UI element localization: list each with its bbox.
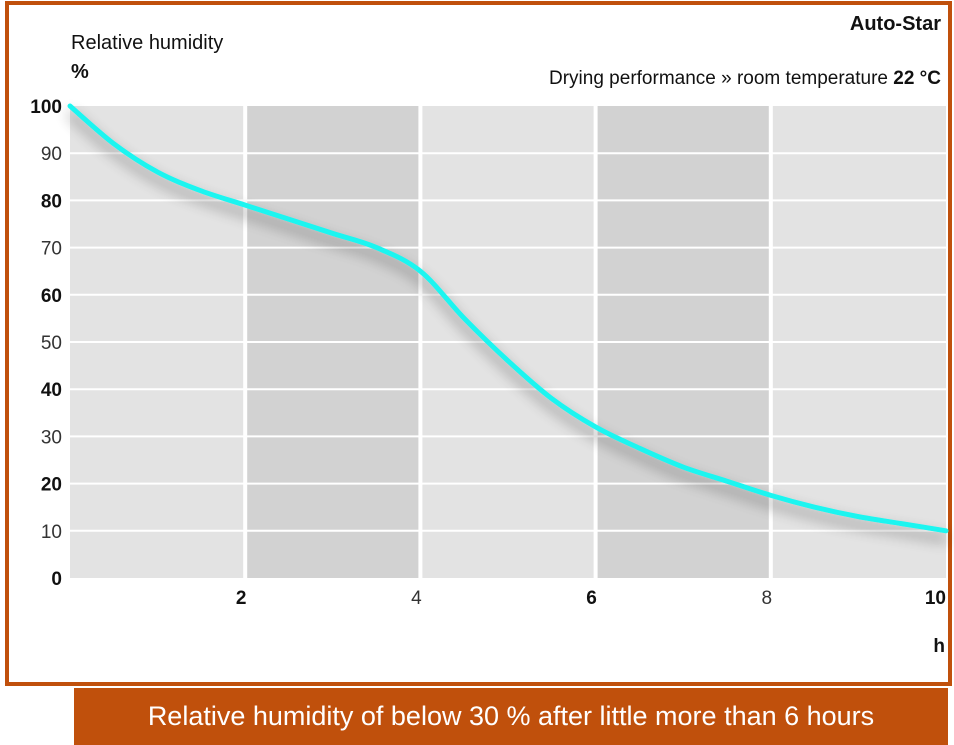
caption-text: Relative humidity of below 30 % after li… — [147, 701, 875, 731]
subtitle-value: 22 °C — [893, 68, 941, 89]
y-axis-unit: % — [71, 61, 89, 83]
y-tick-label: 30 — [41, 427, 62, 448]
y-tick-label: 20 — [41, 475, 62, 496]
x-tick-label: 6 — [586, 588, 597, 609]
y-tick-label: 40 — [41, 380, 62, 401]
subtitle-text: Drying performance » room temperature — [549, 68, 893, 89]
x-tick-label: 8 — [762, 588, 773, 609]
y-tick-label: 90 — [41, 144, 62, 165]
humidity-curve — [67, 103, 949, 534]
x-tick-labels: 2 4 6 8 10 — [236, 588, 946, 609]
x-tick-label: 2 — [236, 588, 247, 609]
y-tick-label: 50 — [41, 333, 62, 354]
y-tick-label: 100 — [30, 97, 62, 118]
y-tick-label: 10 — [41, 522, 62, 543]
x-tick-label: 4 — [411, 588, 422, 609]
brand-label: Auto-Star — [850, 13, 941, 35]
curve-layer — [67, 103, 949, 534]
chart-subtitle: Drying performance » room temperature 22… — [549, 68, 941, 89]
y-tick-label: 60 — [41, 286, 62, 307]
y-tick-label: 70 — [41, 239, 62, 260]
frame-border — [5, 1, 952, 686]
grid-lines — [70, 106, 946, 578]
y-axis-label: Relative humidity — [71, 32, 223, 54]
caption-bar: Relative humidity of below 30 % after li… — [74, 688, 948, 745]
x-tick-label: 10 — [925, 588, 946, 609]
x-axis-label: h — [933, 636, 945, 657]
y-tick-label: 0 — [51, 569, 62, 590]
y-tick-label: 80 — [41, 191, 62, 212]
